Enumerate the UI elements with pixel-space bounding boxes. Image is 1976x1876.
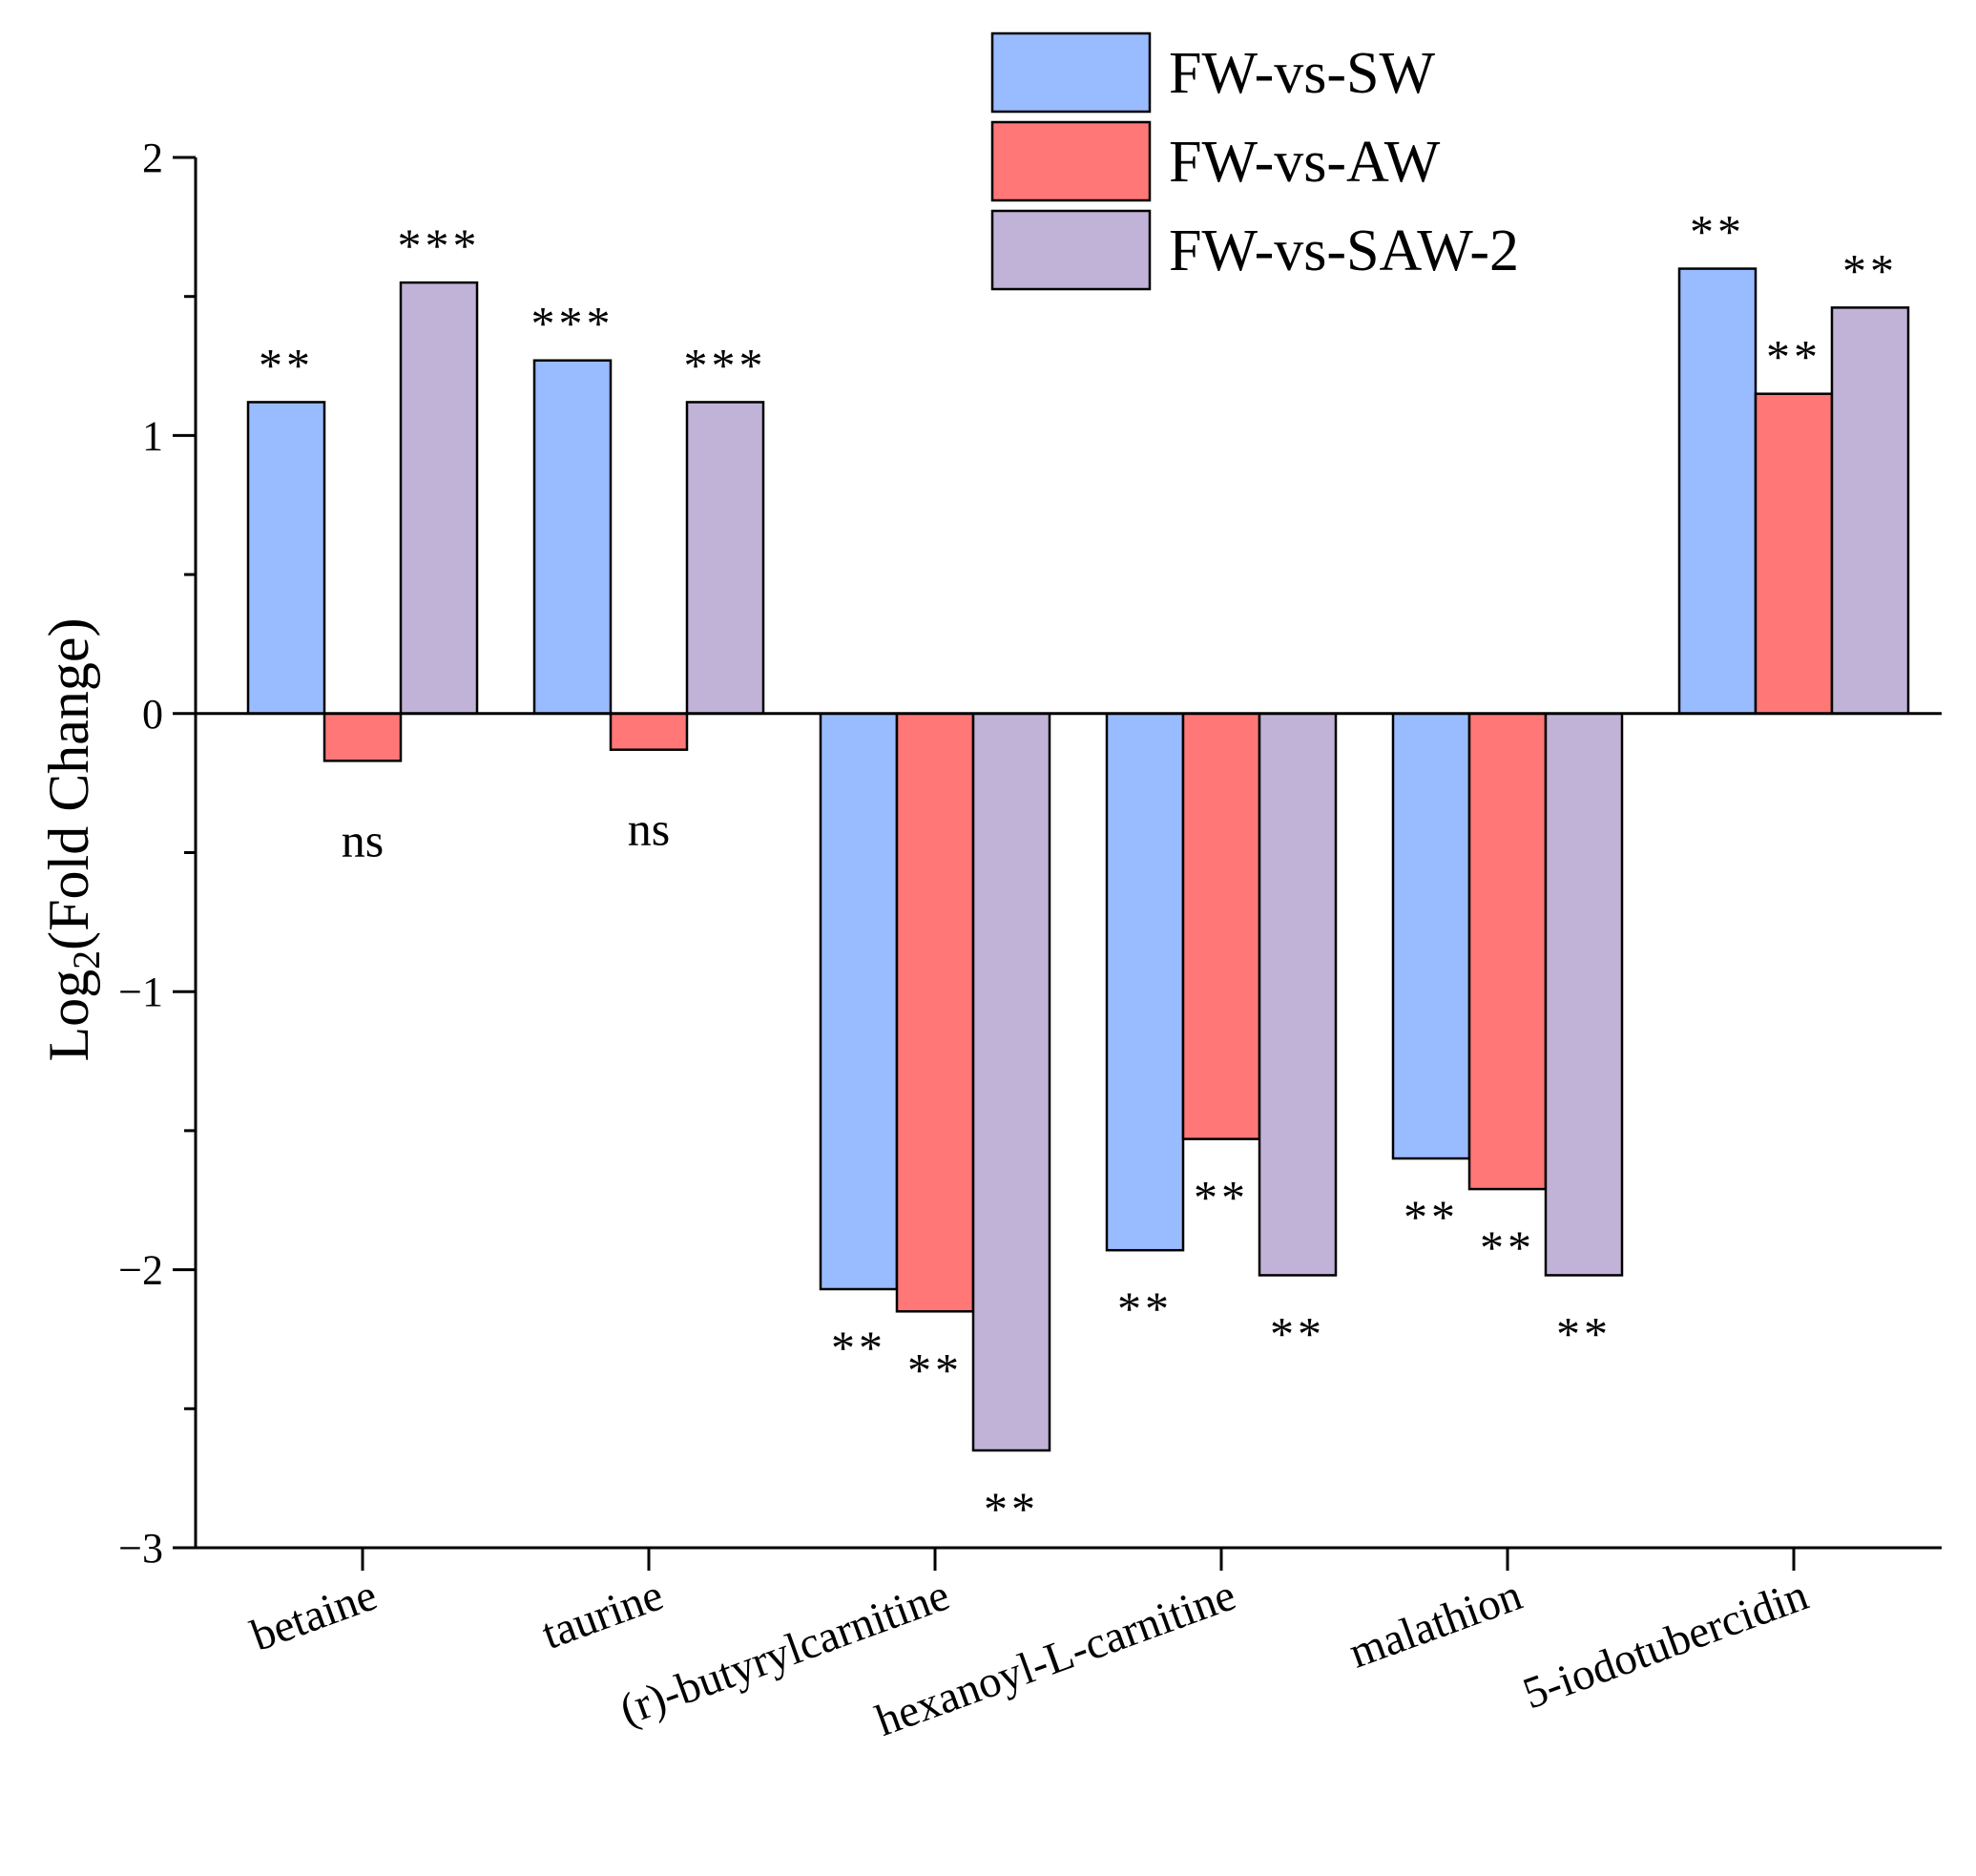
x-category-label: taurine — [535, 1570, 669, 1658]
bar — [819, 712, 899, 1291]
bar — [1391, 712, 1471, 1160]
bar — [1258, 712, 1338, 1277]
legend-swatch — [990, 120, 1152, 202]
y-tick-label: −1 — [118, 969, 163, 1015]
x-category-label: malathion — [1342, 1570, 1528, 1678]
y-tick-label: 2 — [142, 135, 163, 181]
significance-label: *** — [398, 219, 481, 272]
bar — [895, 712, 975, 1313]
y-tick-label: −2 — [118, 1247, 163, 1294]
y-axis-label: Log2(Fold Change) — [37, 618, 108, 1062]
y-axis-label-suffix: (Fold Change) — [37, 618, 100, 950]
bar — [1105, 712, 1185, 1252]
legend-label: FW-vs-SAW-2 — [1169, 219, 1519, 283]
bar — [685, 401, 765, 716]
legend-swatch — [990, 209, 1152, 291]
legend: FW-vs-SW FW-vs-AW FW-vs-SAW-2 — [990, 31, 1519, 291]
legend-swatch — [990, 31, 1152, 114]
bar — [971, 712, 1051, 1452]
significance-label: ** — [1556, 1306, 1612, 1360]
significance-label: ** — [1404, 1190, 1459, 1243]
significance-label: *** — [531, 297, 614, 350]
significance-label: ** — [1842, 243, 1898, 297]
bar — [609, 712, 689, 751]
bar — [322, 712, 403, 762]
bar — [246, 401, 326, 716]
bar — [1754, 392, 1834, 716]
y-tick-label: −3 — [118, 1525, 163, 1572]
legend-label: FW-vs-AW — [1169, 130, 1441, 195]
y-tick-label: 1 — [142, 412, 163, 459]
significance-label: ** — [1117, 1282, 1173, 1335]
significance-label: ** — [1690, 205, 1745, 259]
significance-label: ** — [907, 1343, 963, 1396]
significance-label: ** — [1480, 1220, 1535, 1274]
significance-label: ** — [984, 1482, 1039, 1535]
significance-label: ** — [1194, 1171, 1249, 1224]
significance-label: ** — [259, 338, 314, 391]
y-axis-label-subscript: 2 — [65, 950, 108, 969]
bar — [399, 281, 479, 716]
y-tick-label: 0 — [142, 691, 163, 738]
significance-label: ** — [1270, 1306, 1325, 1360]
legend-label: FW-vs-SW — [1169, 41, 1435, 106]
bars-layer — [246, 267, 1910, 1452]
significance-label: ns — [342, 813, 384, 866]
bar — [1544, 712, 1624, 1277]
bar — [1677, 267, 1758, 716]
x-category-label: betaine — [244, 1570, 383, 1660]
significance-label: ** — [831, 1321, 886, 1374]
significance-label: *** — [684, 338, 767, 391]
y-axis-label-main: Log — [37, 969, 100, 1062]
bar — [532, 359, 613, 716]
significance-label: ns — [628, 803, 670, 856]
axes-layer — [173, 156, 1942, 1571]
significance-label: ** — [1766, 330, 1821, 384]
bar — [1830, 306, 1910, 716]
bar — [1181, 712, 1261, 1140]
bar — [1467, 712, 1548, 1191]
x-category-label: 5-iodotubercidin — [1517, 1570, 1815, 1719]
